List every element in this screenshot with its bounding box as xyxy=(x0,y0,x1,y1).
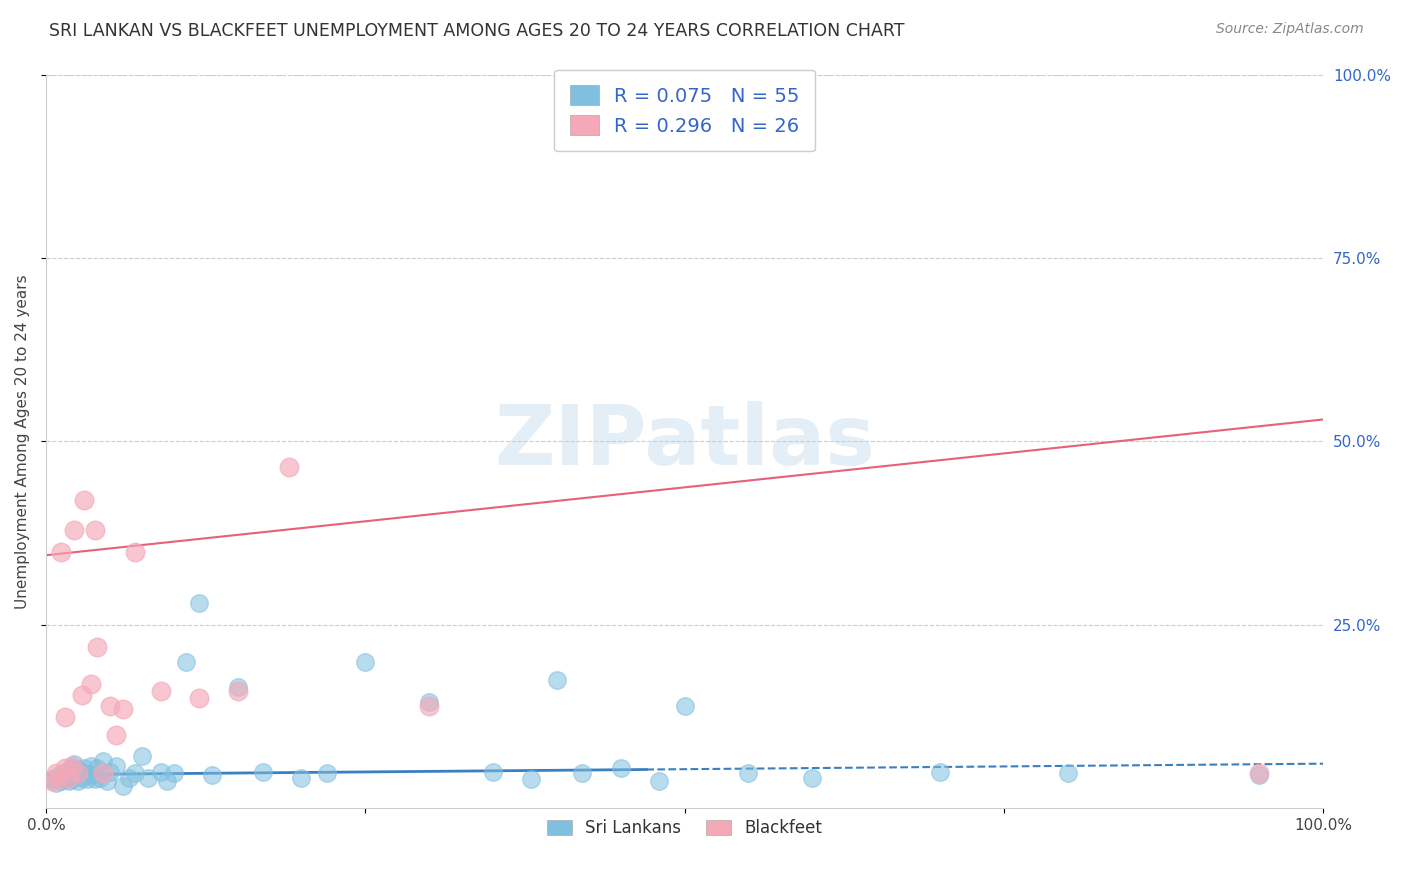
Point xyxy=(124,544,146,558)
Point xyxy=(86,640,108,654)
Point xyxy=(70,688,93,702)
Point xyxy=(93,766,115,780)
Point xyxy=(79,676,101,690)
Point xyxy=(45,766,67,780)
Point xyxy=(1249,766,1271,780)
Point xyxy=(79,759,101,773)
Point xyxy=(105,728,128,742)
Point xyxy=(63,523,86,537)
Point xyxy=(73,766,96,780)
Text: ZIPatlas: ZIPatlas xyxy=(494,401,875,482)
Point xyxy=(111,780,134,794)
Point xyxy=(571,766,593,780)
Point xyxy=(188,596,211,610)
Point xyxy=(929,764,952,779)
Point xyxy=(673,698,696,713)
Point xyxy=(482,764,505,779)
Point xyxy=(89,771,111,785)
Point xyxy=(60,759,83,773)
Point xyxy=(290,771,312,785)
Point xyxy=(53,771,76,785)
Point xyxy=(610,761,633,775)
Point xyxy=(226,684,249,698)
Point xyxy=(63,757,86,772)
Point xyxy=(58,771,80,785)
Point xyxy=(316,766,339,780)
Point xyxy=(53,761,76,775)
Point xyxy=(149,684,172,698)
Point xyxy=(136,771,159,785)
Point xyxy=(66,764,89,778)
Point xyxy=(58,773,80,788)
Point xyxy=(45,776,67,790)
Point xyxy=(48,768,70,782)
Point xyxy=(51,544,73,558)
Y-axis label: Unemployment Among Ages 20 to 24 years: Unemployment Among Ages 20 to 24 years xyxy=(15,274,30,609)
Point xyxy=(41,772,63,786)
Point xyxy=(79,768,101,782)
Point xyxy=(60,761,83,775)
Point xyxy=(96,773,118,788)
Point xyxy=(70,771,93,785)
Point xyxy=(105,759,128,773)
Point xyxy=(63,768,86,782)
Point xyxy=(41,773,63,788)
Point xyxy=(1056,766,1078,780)
Point xyxy=(53,764,76,779)
Point xyxy=(188,691,211,706)
Point xyxy=(73,493,96,508)
Point xyxy=(252,764,274,779)
Point xyxy=(111,702,134,716)
Point xyxy=(60,772,83,786)
Point xyxy=(418,698,440,713)
Text: SRI LANKAN VS BLACKFEET UNEMPLOYMENT AMONG AGES 20 TO 24 YEARS CORRELATION CHART: SRI LANKAN VS BLACKFEET UNEMPLOYMENT AMO… xyxy=(49,22,904,40)
Point xyxy=(83,772,105,786)
Point xyxy=(98,764,121,779)
Point xyxy=(546,673,568,687)
Point xyxy=(66,766,89,780)
Point xyxy=(124,766,146,780)
Point xyxy=(354,655,377,669)
Point xyxy=(277,460,299,475)
Point xyxy=(53,709,76,723)
Point xyxy=(737,766,759,780)
Point xyxy=(648,773,671,788)
Point xyxy=(73,761,96,775)
Point xyxy=(98,698,121,713)
Point xyxy=(176,655,198,669)
Point xyxy=(76,772,98,786)
Legend: Sri Lankans, Blackfeet: Sri Lankans, Blackfeet xyxy=(540,813,830,844)
Point xyxy=(801,771,824,785)
Point xyxy=(48,772,70,786)
Point xyxy=(1249,768,1271,782)
Point xyxy=(66,773,89,788)
Text: Source: ZipAtlas.com: Source: ZipAtlas.com xyxy=(1216,22,1364,37)
Point xyxy=(118,771,141,785)
Point xyxy=(418,695,440,709)
Point xyxy=(83,523,105,537)
Point xyxy=(226,681,249,695)
Point xyxy=(163,766,186,780)
Point xyxy=(93,754,115,768)
Point xyxy=(520,772,543,786)
Point xyxy=(156,773,179,788)
Point xyxy=(149,764,172,779)
Point xyxy=(201,768,224,782)
Point xyxy=(51,773,73,788)
Point xyxy=(86,761,108,775)
Point xyxy=(131,748,153,763)
